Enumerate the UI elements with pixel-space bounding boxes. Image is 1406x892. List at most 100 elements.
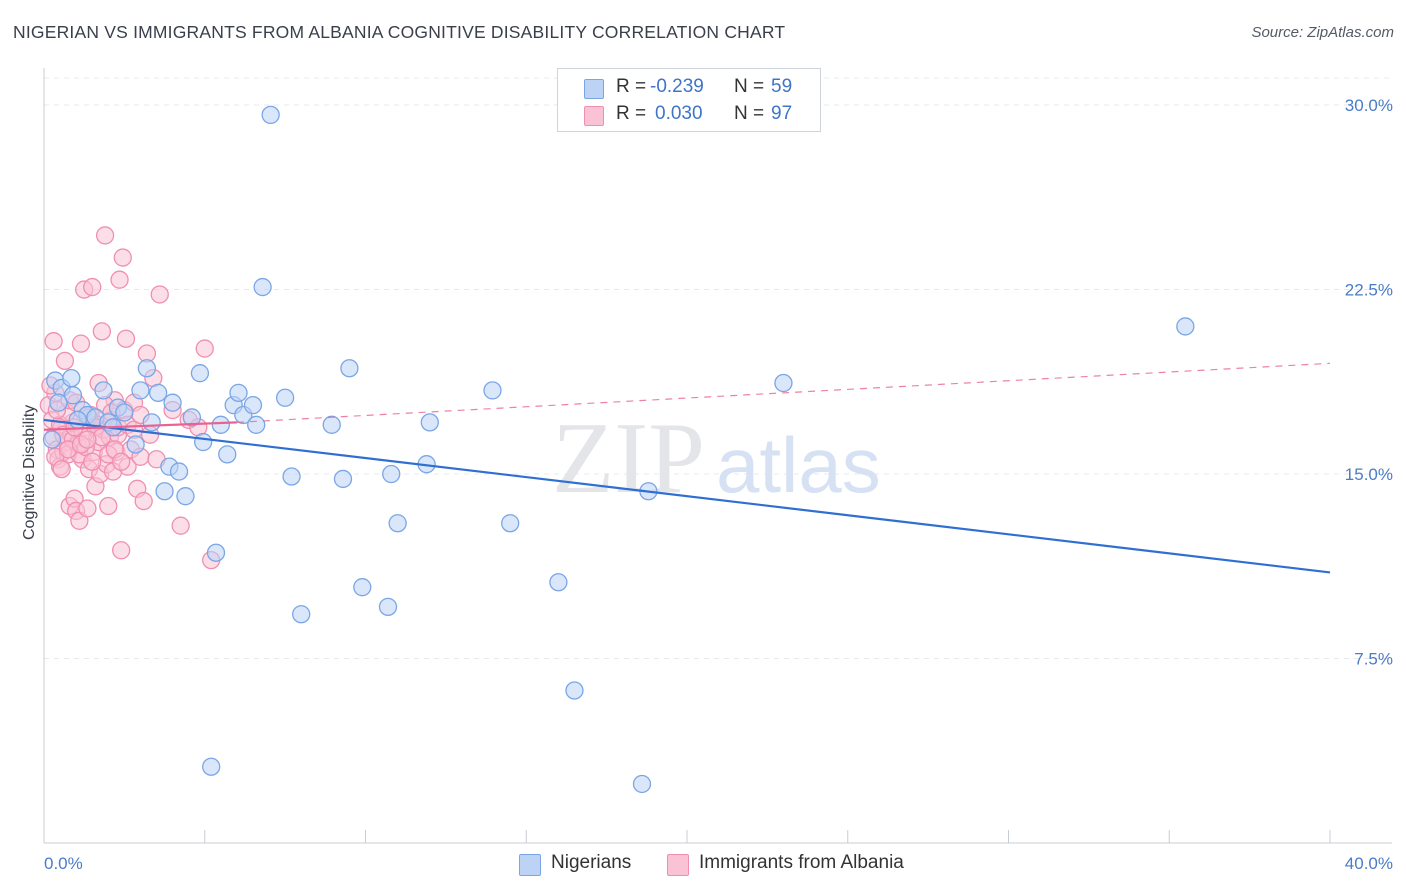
nigerian-point	[42, 430, 62, 449]
nigerian-point	[243, 396, 263, 415]
nigerian-point	[322, 415, 341, 434]
y-tick-label: 30.0%	[1345, 96, 1393, 115]
nigerian-point	[282, 467, 301, 486]
albania-point	[52, 459, 71, 479]
nigerian-point	[340, 359, 359, 378]
albania-trend-line	[43, 421, 237, 431]
legend-row-nigerians: R = -0.239 N = 59	[558, 75, 820, 101]
legend-swatch-nigerians	[584, 79, 604, 99]
source-label: Source: ZipAtlas.com	[1251, 24, 1394, 41]
legend-r-label: R =	[616, 76, 647, 97]
nigerian-point	[49, 393, 68, 412]
legend-r-value-albania: 0.030	[655, 103, 703, 124]
legend-n-label: N =	[734, 103, 765, 124]
nigerian-point	[549, 573, 568, 592]
albania-point	[78, 430, 97, 449]
albania-point	[83, 452, 102, 471]
legend-n-value-albania: 97	[771, 103, 793, 124]
nigerian-point	[126, 435, 145, 454]
albania-point	[112, 541, 131, 560]
watermark-atlas: atlas	[716, 421, 881, 509]
grid-lines	[44, 77, 1392, 660]
albania-point	[83, 277, 102, 297]
nigerian-point	[68, 410, 87, 430]
legend-n-value-nigerians: 59	[771, 76, 793, 97]
nigerian-point	[565, 681, 584, 700]
albania-point	[171, 516, 190, 535]
bottom-legend-label-nigerians: Nigerians	[551, 852, 632, 873]
nigerian-point	[62, 368, 81, 388]
nigerian-point	[206, 543, 226, 562]
albania-point	[112, 452, 131, 471]
bottom-legend-swatch-albania	[667, 854, 689, 876]
watermark-zip: ZIP	[552, 402, 705, 515]
nigerian-point	[190, 364, 210, 383]
legend-row-albania: R = 0.030 N = 97	[558, 102, 820, 128]
axes	[43, 68, 1392, 844]
nigerian-point	[1176, 317, 1195, 336]
nigerian-point	[261, 105, 280, 125]
nigerian-point	[182, 408, 202, 427]
nigerian-point	[388, 514, 407, 533]
nigerian-point	[292, 605, 311, 624]
trend-lines	[43, 362, 1331, 574]
nigerian-points	[42, 105, 1195, 794]
albania-point	[99, 496, 118, 516]
nigerian-point	[155, 482, 174, 501]
nigerian-point	[148, 383, 168, 403]
nigerian-point	[193, 432, 213, 452]
legend-r-value-nigerians: -0.239	[650, 76, 704, 97]
nigerian-point	[142, 413, 161, 432]
x-tick-label: 40.0%	[1345, 854, 1393, 873]
nigerian-point	[94, 381, 113, 400]
albania-point	[113, 248, 132, 267]
nigerian-point	[275, 388, 295, 407]
nigerian-point	[353, 578, 372, 597]
correlation-legend: R = -0.239 N = 59 R = 0.030 N = 97	[557, 68, 821, 132]
y-tick-labels: 7.5% 15.0% 22.5% 30.0%	[1345, 96, 1393, 668]
nigerian-point	[163, 393, 182, 412]
albania-point	[116, 329, 136, 348]
nigerian-point	[774, 373, 793, 393]
albania-point	[71, 334, 91, 353]
nigerian-point	[632, 774, 652, 794]
nigerian-point	[211, 415, 230, 434]
albania-point	[78, 499, 97, 518]
bottom-legend-swatch-nigerians	[519, 854, 541, 876]
watermark: ZIP atlas	[552, 402, 881, 515]
albania-point	[134, 491, 153, 511]
x-tick-label: 0.0%	[44, 854, 83, 873]
albania-point	[150, 285, 169, 304]
legend-swatch-albania	[584, 106, 604, 126]
nigerian-point	[229, 383, 248, 403]
nigerian-point	[131, 381, 150, 400]
chart-title: NIGERIAN VS IMMIGRANTS FROM ALBANIA COGN…	[13, 22, 786, 42]
legend-r-label: R =	[616, 103, 647, 124]
nigerian-point	[378, 597, 398, 617]
legend-n-label: N =	[734, 76, 765, 97]
y-tick-label: 15.0%	[1345, 465, 1393, 484]
albania-trend-extension	[236, 362, 1331, 423]
albania-point	[95, 226, 115, 245]
nigerian-point	[202, 757, 221, 776]
nigerian-point	[382, 464, 401, 484]
nigerian-trend-line	[43, 418, 1331, 574]
nigerian-point	[501, 514, 520, 533]
nigerian-point	[483, 381, 502, 400]
nigerian-point	[137, 359, 157, 378]
nigerian-point	[218, 445, 237, 464]
nigerian-point	[169, 462, 189, 481]
nigerian-point	[115, 403, 134, 422]
nigerian-point	[420, 413, 439, 432]
y-tick-label: 7.5%	[1354, 650, 1393, 669]
nigerian-point	[247, 415, 266, 434]
albania-point	[92, 322, 112, 341]
y-tick-label: 22.5%	[1345, 281, 1393, 300]
nigerian-point	[176, 487, 195, 506]
albania-point	[110, 270, 129, 289]
y-axis-label: Cognitive Disability	[21, 405, 38, 540]
albania-point	[55, 351, 75, 371]
x-tick-labels: 0.0% 40.0%	[44, 854, 1393, 873]
albania-point	[195, 339, 214, 358]
